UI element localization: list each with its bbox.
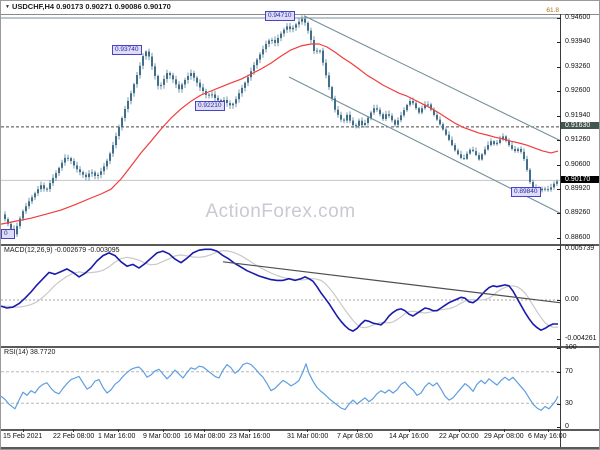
falling-channel-trendline[interactable] <box>303 15 560 141</box>
price-axis-column[interactable]: 0.94600 0.93940 0.93260 0.92600 0.91940 0.912… <box>561 1 599 449</box>
rsi-axis-label: 70 <box>565 368 573 375</box>
time-axis-tick <box>118 429 119 432</box>
axis-tick <box>557 116 561 117</box>
axis-tick <box>557 404 561 405</box>
time-axis-label: 1 Mar 16:00 <box>98 433 136 440</box>
axis-tick <box>557 91 561 92</box>
time-axis-label: 31 Mar 00:00 <box>287 433 329 440</box>
axis-tick <box>557 213 561 214</box>
time-axis-label: 29 Apr 08:00 <box>484 433 524 440</box>
rsi-axis-label: 30 <box>565 400 573 407</box>
time-axis-label: 23 Mar 16:00 <box>229 433 271 440</box>
axis-tick <box>557 189 561 190</box>
time-axis-tick <box>548 429 549 432</box>
time-axis-label: 16 Mar 08:00 <box>184 433 226 440</box>
price-axis-border <box>560 14 561 447</box>
watermark: ActionForex.com <box>205 201 356 222</box>
fib-618-label: 61.8 <box>546 7 559 14</box>
price-axis-highlight-label: 0.91630 <box>561 122 599 129</box>
chart-title: ▼ USDCHF,H4 0.90173 0.90271 0.90086 0.901… <box>5 2 171 13</box>
time-axis-label: 14 Apr 16:00 <box>389 433 429 440</box>
rsi-indicator-label: RSI(14) 38.7720 <box>4 349 56 356</box>
time-axis-tick <box>23 429 24 432</box>
price-axis-label: 0.91940 <box>565 112 591 119</box>
price-axis-label: 0.93940 <box>565 38 591 45</box>
price-axis-highlight-label: 0.90170 <box>561 176 599 183</box>
time-axis-tick <box>459 429 460 432</box>
time-axis-tick <box>357 429 358 432</box>
axis-tick <box>557 339 561 340</box>
chart-title-text: USDCHF,H4 0.90173 0.90271 0.90086 0.9017… <box>11 2 171 11</box>
time-axis-tick <box>249 429 250 432</box>
price-axis-label: 0.94600 <box>565 14 591 21</box>
price-flag-label-clipped: 0 <box>1 229 15 239</box>
time-axis-tick <box>73 429 74 432</box>
panel-separator[interactable] <box>1 244 599 246</box>
time-axis-label: 9 Mar 00:00 <box>143 433 181 440</box>
macd-trendline <box>222 261 560 304</box>
time-axis-label: 7 Apr 08:00 <box>337 433 373 440</box>
bottom-border <box>1 447 599 449</box>
panel-separator[interactable] <box>1 346 599 348</box>
time-axis-tick <box>204 429 205 432</box>
price-flag-label: 0.92210 <box>195 101 225 111</box>
panel-separator <box>1 429 599 431</box>
macd-axis-label: 0.00 <box>565 296 579 303</box>
panel-separator <box>1 14 599 15</box>
axis-tick <box>557 165 561 166</box>
price-flag-label: 0.93740 <box>112 45 142 55</box>
time-axis-label: 6 May 16:00 <box>528 433 567 440</box>
time-axis[interactable]: 15 Feb 2021 22 Feb 08:00 1 Mar 16:00 9 Mar … <box>1 429 599 447</box>
axis-tick <box>557 140 561 141</box>
time-axis-tick <box>163 429 164 432</box>
price-axis-label: 0.88600 <box>565 234 591 241</box>
rsi-panel-chart[interactable] <box>1 348 560 429</box>
price-axis-label: 0.93260 <box>565 63 591 70</box>
price-flag-label: 0.94710 <box>265 11 295 21</box>
time-axis-tick <box>409 429 410 432</box>
rsi-axis-label: 100 <box>565 344 577 351</box>
time-axis-label: 15 Feb 2021 <box>3 433 43 440</box>
axis-tick <box>557 427 561 428</box>
symbol-dropdown-icon[interactable]: ▼ <box>5 4 10 10</box>
price-axis-label: 0.91260 <box>565 136 591 143</box>
time-axis-label: 22 Feb 08:00 <box>53 433 95 440</box>
price-axis-label: 0.90600 <box>565 161 591 168</box>
axis-tick <box>557 300 561 301</box>
macd-axis-label: -0.004261 <box>565 335 597 342</box>
macd-indicator-label: MACD(12,26,9) -0.002679 -0.003095 <box>4 247 120 254</box>
axis-tick <box>557 249 561 250</box>
axis-tick <box>557 67 561 68</box>
axis-tick <box>557 18 561 19</box>
price-axis-label: 0.92600 <box>565 87 591 94</box>
macd-axis-label: 0.005739 <box>565 245 595 252</box>
macd-panel-chart[interactable] <box>1 246 560 346</box>
time-axis-tick <box>504 429 505 432</box>
axis-tick <box>557 238 561 239</box>
time-axis-tick <box>307 429 308 432</box>
rsi-axis-label: 0 <box>565 423 569 430</box>
price-axis-label: 0.89260 <box>565 209 591 216</box>
price-flag-label: 0.89840 <box>511 187 541 197</box>
axis-tick <box>557 348 561 349</box>
axis-tick <box>557 42 561 43</box>
time-axis-label: 22 Apr 00:00 <box>439 433 479 440</box>
price-axis-label: 0.89920 <box>565 185 591 192</box>
axis-tick <box>557 372 561 373</box>
